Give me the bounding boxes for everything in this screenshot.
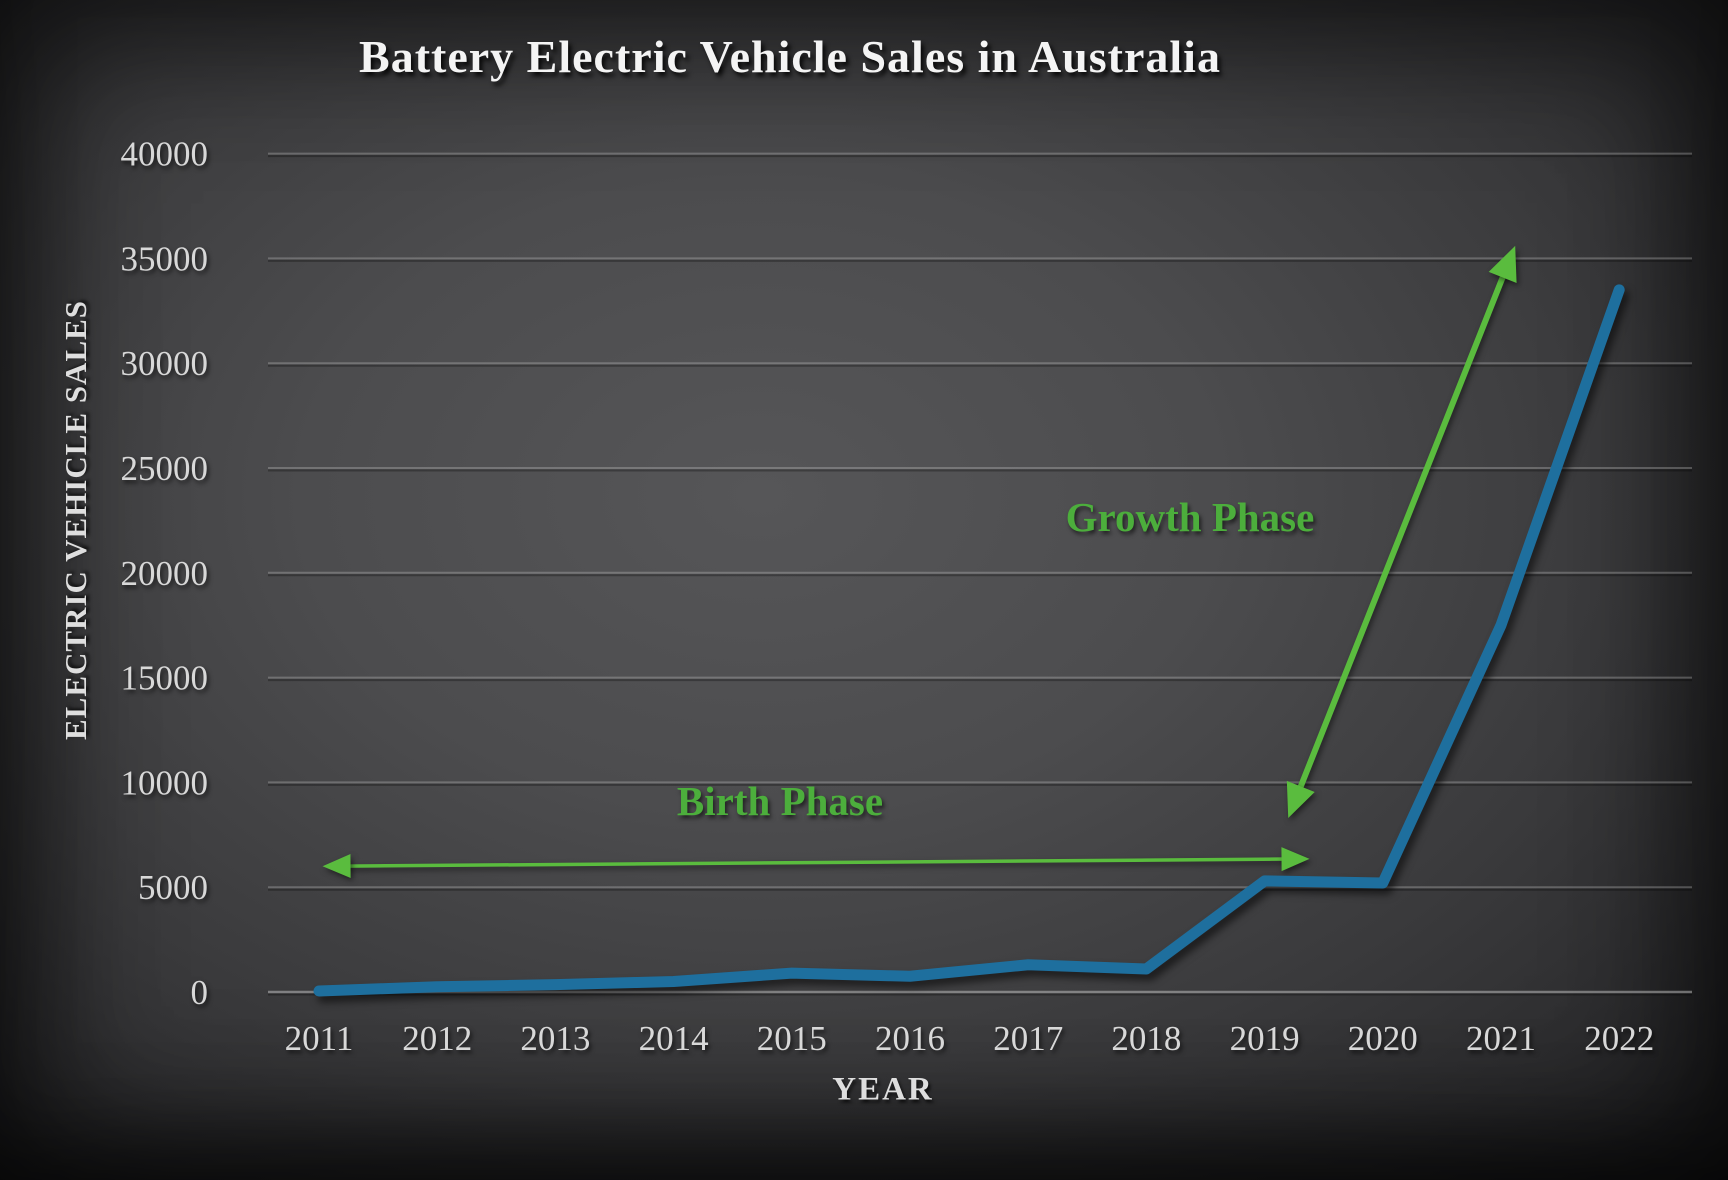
x-tick-label: 2016: [875, 1019, 945, 1058]
x-tick-label: 2018: [1111, 1019, 1181, 1058]
x-tick-label: 2012: [402, 1019, 472, 1058]
y-tick-label: 15000: [121, 659, 209, 698]
x-tick-label: 2020: [1348, 1019, 1418, 1058]
y-tick-label: 35000: [121, 239, 209, 278]
growth-phase-arrow-head-start: [1286, 780, 1315, 819]
growth-phase-arrow-shaft: [1294, 268, 1509, 796]
x-tick-label: 2013: [520, 1019, 590, 1058]
x-tick-label: 2021: [1466, 1019, 1536, 1058]
x-tick-label: 2014: [639, 1019, 709, 1058]
x-tick-label: 2017: [993, 1019, 1063, 1058]
birth-phase-arrow-shaft: [343, 857, 1289, 868]
y-tick-label: 5000: [138, 868, 208, 907]
y-tick-label: 30000: [121, 344, 209, 383]
y-tick-label: 0: [191, 973, 209, 1012]
birth-phase-arrow-head-start: [322, 854, 351, 879]
y-tick-label: 10000: [121, 763, 209, 802]
x-axis-title: YEAR: [832, 1071, 934, 1108]
x-tick-label: 2015: [757, 1019, 827, 1058]
sales-line: [313, 284, 1625, 997]
x-tick-label: 2022: [1584, 1019, 1654, 1058]
x-tick-label: 2011: [285, 1019, 354, 1058]
y-tick-label: 40000: [121, 135, 209, 174]
y-tick-label: 20000: [121, 554, 209, 593]
growth-phase-label: Growth Phase: [1065, 494, 1315, 540]
chart-title: Battery Electric Vehicle Sales in Austra…: [359, 31, 1221, 82]
growth-phase-arrow-head-end: [1488, 245, 1517, 283]
y-tick-label: 25000: [121, 449, 209, 488]
birth-phase-arrow-head-end: [1281, 847, 1310, 872]
x-tick-label: 2019: [1230, 1019, 1300, 1058]
birth-phase-label: Birth Phase: [676, 778, 884, 824]
